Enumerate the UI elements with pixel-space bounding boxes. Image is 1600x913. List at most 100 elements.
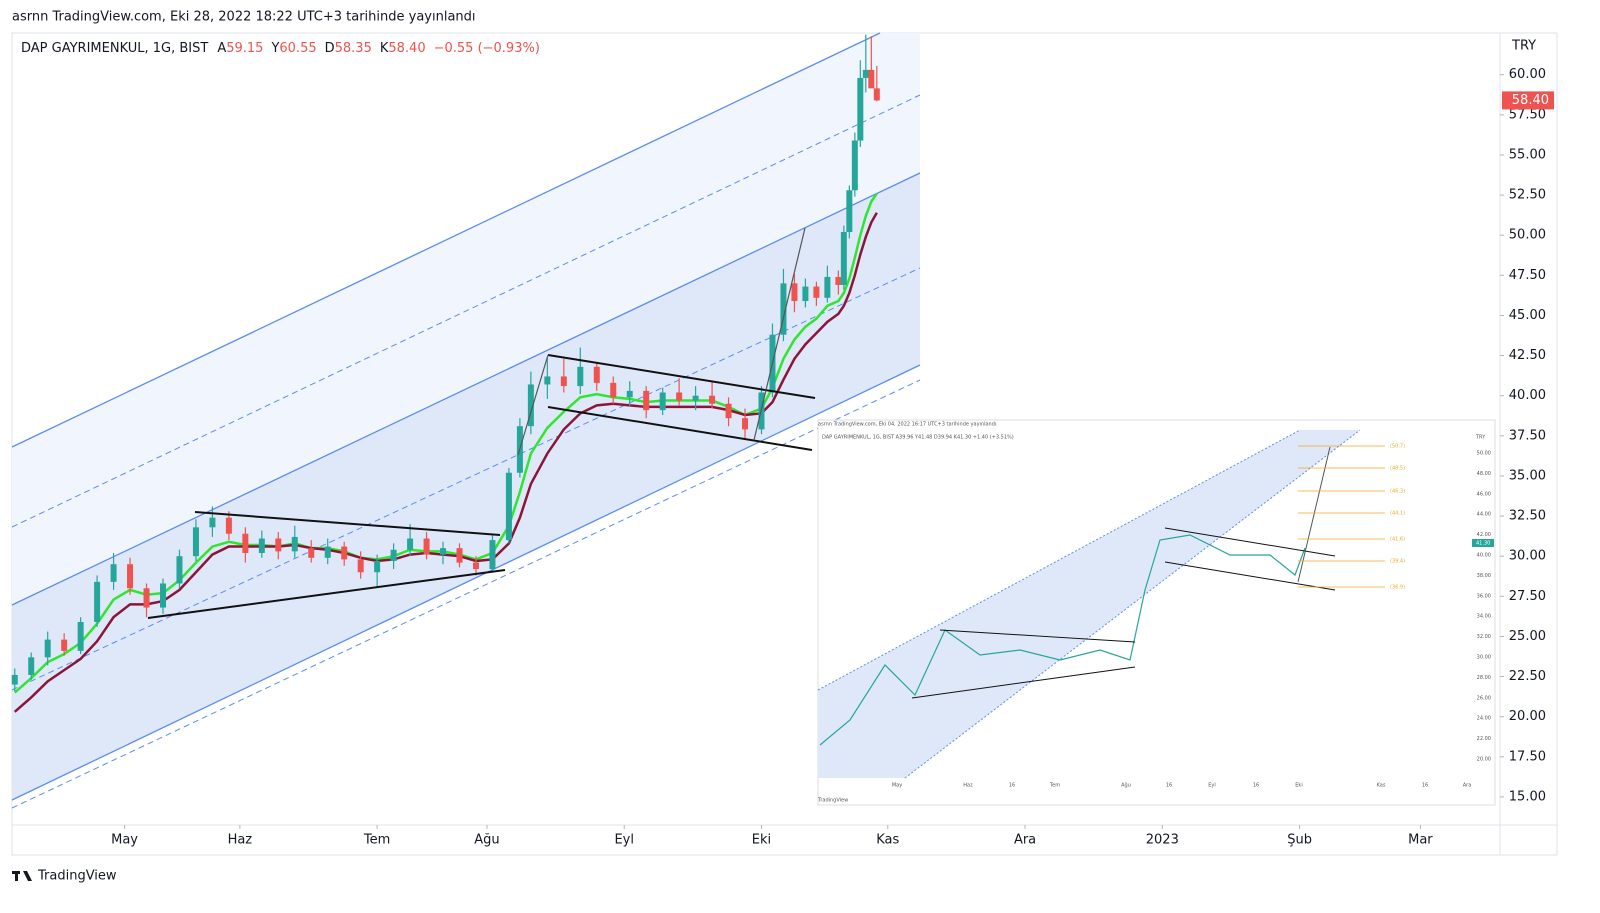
- x-tick-label: Eyl: [614, 833, 634, 848]
- channel-band: [12, 173, 920, 800]
- candle-body: [851, 140, 858, 191]
- candle-body: [857, 77, 864, 141]
- candle-body: [868, 69, 875, 89]
- price-tag-label: 58.40: [1512, 93, 1549, 108]
- y-tick-label: 42.50: [1509, 348, 1546, 363]
- inset-channel: [904, 429, 1361, 779]
- inset-channel: [817, 429, 1301, 691]
- inset-drawings: [911, 446, 1336, 699]
- inset-y-label: 44.00: [1477, 512, 1491, 518]
- candle-body: [862, 69, 869, 78]
- candle-body: [472, 562, 479, 570]
- y-tick-label: 60.00: [1509, 67, 1546, 82]
- candle-body: [742, 418, 749, 430]
- channel-dashed: [11, 379, 921, 809]
- y-tick-label: 47.50: [1509, 268, 1546, 283]
- y-tick-label: 45.00: [1509, 308, 1546, 323]
- x-tick-label: Eki: [752, 833, 771, 848]
- inset-y-label: 32.00: [1477, 634, 1491, 640]
- y-tick-label: 50.00: [1509, 228, 1546, 243]
- inset-header: asrnn TradingView.com, Eki 04, 2022 16:1…: [818, 422, 996, 428]
- fib-label: (36.9): [1390, 585, 1405, 591]
- inset-x-label: 16: [1009, 783, 1015, 789]
- logo-mark: [23, 871, 32, 881]
- candle-body: [813, 286, 820, 298]
- inset-title: DAP GAYRIMENKUL, 1G, BIST A39.96 Y41.48 …: [822, 435, 1014, 441]
- projection-arrow: [517, 354, 549, 456]
- channel-line: [11, 364, 921, 801]
- candle-body: [407, 538, 414, 550]
- x-tick-label: Kas: [876, 833, 899, 848]
- inset-trend: [1164, 527, 1336, 557]
- candle-body: [725, 403, 732, 419]
- candle-body: [324, 546, 331, 558]
- candle-body: [873, 88, 880, 101]
- fib-label: (48.5): [1390, 466, 1405, 472]
- inset-x-label: 16: [1253, 783, 1259, 789]
- y-tick-label: 17.50: [1509, 749, 1546, 764]
- legend-value: 58.35: [335, 41, 372, 56]
- y-tick-label: 15.00: [1509, 789, 1546, 804]
- x-tick-label: Tem: [363, 833, 390, 848]
- candle-body: [593, 366, 600, 383]
- channel: [11, 32, 921, 809]
- inset-y-label: 38.00: [1477, 573, 1491, 579]
- candle-body: [159, 583, 166, 608]
- projection-arrow: [753, 227, 806, 441]
- candle-body: [192, 527, 199, 557]
- y-tick-label: 32.50: [1509, 509, 1546, 524]
- fib-label: (50.7): [1390, 444, 1405, 450]
- candle-body: [143, 588, 150, 608]
- candle-body: [505, 472, 512, 541]
- inset-y-label: 24.00: [1477, 716, 1491, 722]
- candle-body: [835, 276, 842, 285]
- inset-y-label: 26.00: [1477, 695, 1491, 701]
- candle-body: [275, 538, 282, 552]
- inset-y-label: 20.00: [1477, 757, 1491, 763]
- inset-y-label: 30.00: [1477, 655, 1491, 661]
- inset-trend: [911, 666, 1136, 699]
- y-tick-label: 22.50: [1509, 669, 1546, 684]
- inset-x-label: 16: [1422, 783, 1428, 789]
- fib-label: (44.1): [1390, 511, 1405, 517]
- y-tick-label: 27.50: [1509, 589, 1546, 604]
- candle-body: [390, 549, 397, 561]
- candle-body: [544, 376, 551, 385]
- candle-body: [209, 517, 216, 528]
- candle-body: [489, 540, 496, 570]
- candle-body: [61, 639, 68, 651]
- trend-line: [147, 569, 506, 619]
- candle-body: [28, 657, 35, 675]
- inset-x-label: Tem: [1049, 783, 1060, 789]
- candle-body: [225, 517, 232, 534]
- legend-key: Y: [270, 41, 279, 56]
- inset-trend: [939, 629, 1136, 643]
- inset-y-label: 22.00: [1477, 736, 1491, 742]
- y-tick-label: 55.00: [1509, 147, 1546, 162]
- x-tick-label: Şub: [1287, 833, 1312, 848]
- candle-body: [659, 392, 666, 411]
- x-tick-label: May: [111, 833, 138, 848]
- trend-line: [547, 354, 816, 399]
- marks: [11, 34, 880, 713]
- inset: asrnn TradingView.com, Eki 04, 2022 16:1…: [817, 419, 1496, 806]
- candle-body: [127, 564, 134, 589]
- fib-label: (39.4): [1390, 559, 1405, 565]
- footer: TradingView: [37, 869, 117, 884]
- channel-band: [12, 33, 920, 605]
- y-tick-label: 57.50: [1509, 107, 1546, 122]
- y-tick-label: 37.50: [1509, 428, 1546, 443]
- x-tick-label: 2023: [1146, 833, 1179, 848]
- y-tick-label: 30.00: [1509, 549, 1546, 564]
- inset-y-label: 36.00: [1477, 593, 1491, 599]
- candle-body: [676, 392, 683, 401]
- inset-y-label: 48.00: [1477, 471, 1491, 477]
- inset-currency: TRY: [1475, 435, 1486, 441]
- channel-line: [11, 172, 921, 606]
- legend-value: 60.55: [279, 41, 316, 56]
- candle-body: [780, 283, 787, 335]
- inset-price-tag: [1472, 539, 1494, 547]
- candle-body: [176, 556, 183, 584]
- legend-change: −0.55 (−0.93%): [434, 41, 540, 56]
- inset-x-label: Ara: [1463, 783, 1472, 789]
